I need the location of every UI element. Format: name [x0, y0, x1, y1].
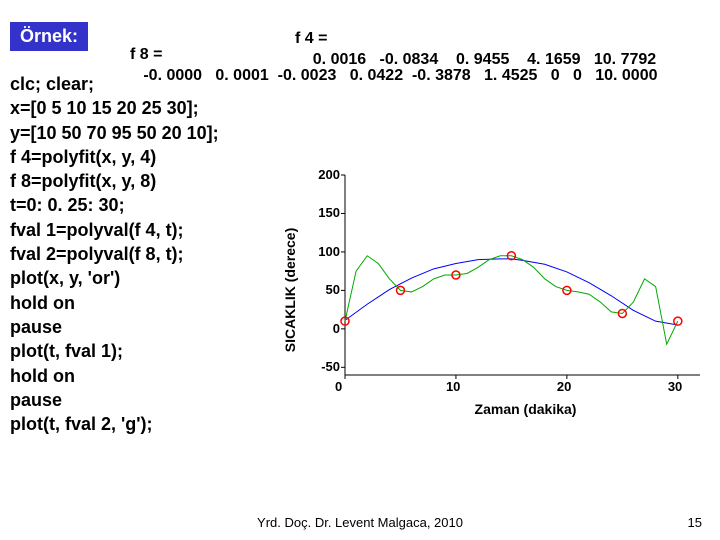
- chart-ylabel: SICAKLIK (derece): [282, 228, 298, 352]
- code-line: fval 1=polyval(f 4, t);: [10, 218, 219, 242]
- code-line: t=0: 0. 25: 30;: [10, 193, 219, 217]
- chart-xtick: 0: [335, 379, 342, 394]
- chart-ytick: -50: [310, 359, 340, 374]
- code-block: clc; clear; x=[0 5 10 15 20 25 30]; y=[1…: [10, 72, 219, 436]
- f8-label: f 8 =: [130, 46, 162, 63]
- example-label: Örnek:: [10, 22, 88, 51]
- code-line: f 8=polyfit(x, y, 8): [10, 169, 219, 193]
- page-number: 15: [688, 515, 702, 530]
- code-line: hold on: [10, 291, 219, 315]
- chart-xtick: 10: [446, 379, 460, 394]
- code-line: clc; clear;: [10, 72, 219, 96]
- code-line: x=[0 5 10 15 20 25 30];: [10, 96, 219, 120]
- polyfit-chart: SICAKLIK (derece) Zaman (dakika) -500501…: [300, 165, 710, 415]
- code-line: pause: [10, 388, 219, 412]
- chart-ytick: 200: [310, 167, 340, 182]
- chart-ytick: 50: [310, 282, 340, 297]
- code-line: pause: [10, 315, 219, 339]
- chart-ytick: 100: [310, 244, 340, 259]
- chart-ytick: 0: [310, 321, 340, 336]
- code-line: fval 2=polyval(f 8, t);: [10, 242, 219, 266]
- code-line: plot(x, y, 'or'): [10, 266, 219, 290]
- code-line: y=[10 50 70 95 50 20 10];: [10, 121, 219, 145]
- chart-ytick: 150: [310, 205, 340, 220]
- footer-credit: Yrd. Doç. Dr. Levent Malgaca, 2010: [257, 515, 463, 530]
- code-line: f 4=polyfit(x, y, 4): [10, 145, 219, 169]
- chart-svg: [300, 165, 710, 415]
- chart-xtick: 20: [557, 379, 571, 394]
- chart-xtick: 30: [668, 379, 682, 394]
- code-line: plot(t, fval 1);: [10, 339, 219, 363]
- code-line: plot(t, fval 2, 'g');: [10, 412, 219, 436]
- code-line: hold on: [10, 364, 219, 388]
